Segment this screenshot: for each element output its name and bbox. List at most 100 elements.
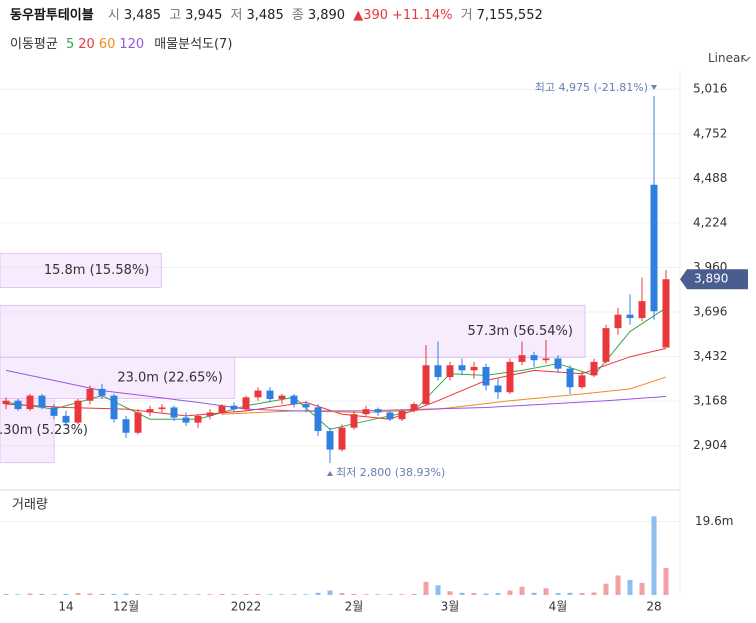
ma-legend[interactable]: 5 [65,37,75,52]
moving-average [5,347,667,420]
candle-body [566,368,574,388]
candle-body [590,361,598,376]
candle-body [134,412,142,433]
price-tag-label: 3,890 [694,272,728,286]
volume-bar [495,593,501,595]
volume-bar [339,593,345,595]
volume-bar [507,590,513,595]
volume-bar [99,593,105,595]
y-tick-label: 3,696 [693,304,727,318]
high-annotation: 최고 4,975 (-21.81%) [535,81,648,94]
candle-body [146,409,154,413]
profile-toggle[interactable]: 매물분석도(7) [154,37,233,52]
volume-bar [291,594,297,595]
scale-mode-text[interactable]: Linear [708,51,746,65]
candle-body [614,314,622,329]
volume-bar [399,594,405,595]
volume-bar [255,593,261,595]
volume-bar [423,581,429,595]
candle-body [290,395,298,405]
candle-body [458,365,466,371]
change-pct: +11.14% [392,8,453,23]
volume-bar [663,568,669,595]
volume-bar [63,593,69,595]
volume-profile-label: 57.3m (56.54%) [468,324,573,339]
candle-body [518,355,526,362]
candle-body [374,409,382,413]
candle-body [470,366,478,371]
candle-body [158,407,166,410]
x-tick-label: 14 [58,600,73,614]
change: ▲390 [353,8,388,23]
candle-body [386,412,394,420]
candle-body [98,388,106,396]
candle-body [350,414,358,428]
candle-body [74,400,82,423]
volume-bar [39,593,45,595]
volume-bar [27,593,33,595]
label: 거 [460,8,473,23]
x-tick-label: 2022 [231,600,262,614]
volume-bar [135,593,141,595]
x-tick-label: 28 [646,600,661,614]
value: 3,485 [123,8,162,23]
x-tick-label: 3월 [441,600,460,614]
y-tick-label: 2,904 [693,438,727,452]
candle-body [530,355,538,361]
volume-profile-bar [0,252,162,288]
candle-body [314,407,322,432]
moving-average [5,369,667,412]
volume-bar [15,594,21,595]
candle-body [482,366,490,386]
volume-bar [435,585,441,595]
candle-body [50,407,58,416]
volume-bar [351,593,357,595]
volume-profile-label: 23.0m (22.65%) [117,371,222,386]
x-tick-label: 2월 [345,600,364,614]
y-tick-label: 4,488 [693,171,727,185]
volume-bar [207,594,213,595]
volume-bar [159,594,165,595]
candle-body [86,388,94,401]
low-marker [327,471,333,476]
candle-body [422,365,430,405]
candle-body [2,400,10,405]
volume-profile-bar [0,398,55,464]
candle-body [662,279,670,348]
ma-legend[interactable]: 20 [78,37,95,52]
ma-legend[interactable]: 120 [119,37,145,52]
volume-bar [651,516,657,595]
stock-name: 동우팜투테이블 [10,8,94,23]
ma-legend[interactable]: 60 [98,37,116,52]
candle-body [14,400,22,410]
scale-mode[interactable]: Linear [708,51,749,65]
candle-body [338,427,346,450]
volume-bar [315,592,321,595]
x-tick-label: 12월 [113,600,139,614]
candle-body [170,407,178,418]
volume-bar [471,593,477,595]
candle-body [218,405,226,413]
volume-bar [531,592,537,595]
candle-body [650,184,658,312]
candle-body [578,375,586,388]
volume-bar [579,593,585,595]
volume-bar [87,593,93,595]
volume-bar [267,594,273,595]
volume-profile-bar [0,304,586,359]
candle-body [434,365,442,378]
candle-body [266,390,274,400]
candle-body [278,395,286,400]
candle-body [602,328,610,362]
indicator-title[interactable]: 이동평균 [10,37,58,52]
value: 3,485 [246,8,284,23]
value: 3,945 [185,8,223,23]
volume-bar [639,583,645,595]
candle-body [554,358,562,369]
label: 시 [107,8,120,23]
candle-body [242,397,250,410]
candle-body [122,419,130,433]
volume-bar [3,593,9,595]
candle-body [194,415,202,423]
